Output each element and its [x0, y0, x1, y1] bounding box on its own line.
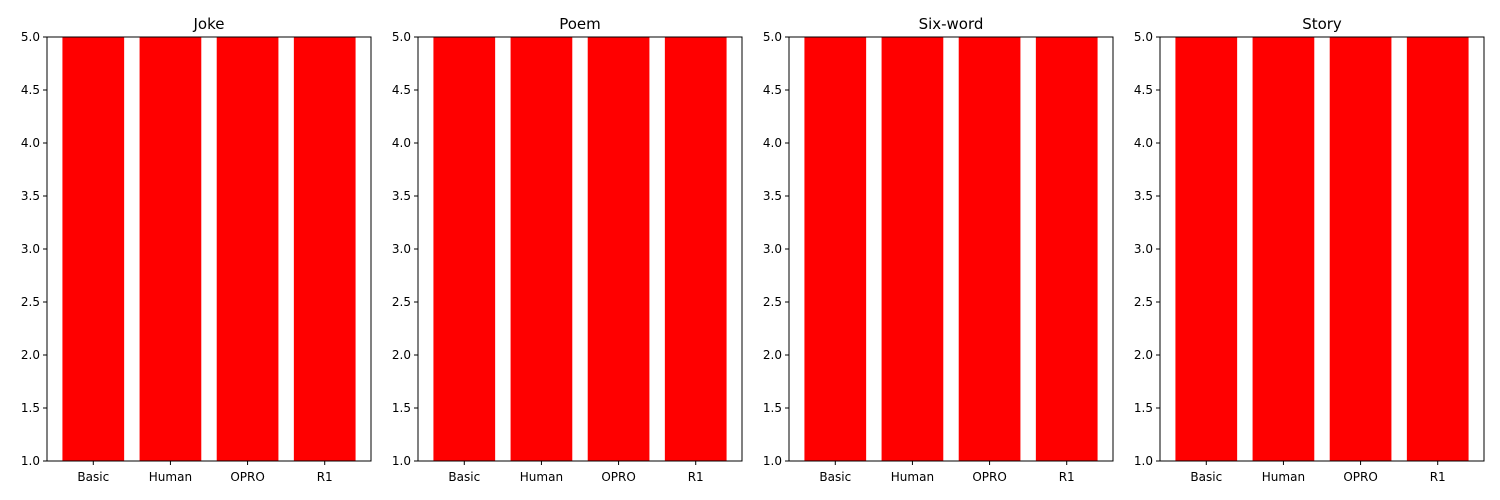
- x-tick-label-basic: Basic: [77, 470, 109, 484]
- x-tick-label-r1: R1: [1059, 470, 1075, 484]
- x-tick-label-opro: OPRO: [601, 470, 635, 484]
- x-tick-label-human: Human: [520, 470, 563, 484]
- y-tick-label: 3.5: [763, 189, 782, 203]
- y-tick-label: 4.0: [763, 136, 782, 150]
- y-tick-label: 5.0: [392, 30, 411, 44]
- bar-basic: [62, 37, 125, 461]
- y-tick-label: 4.0: [21, 136, 40, 150]
- x-tick-label-r1: R1: [1430, 470, 1446, 484]
- bar-r1: [1035, 37, 1098, 461]
- x-tick-label-r1: R1: [317, 470, 333, 484]
- bar-basic: [1175, 37, 1238, 461]
- panel-story: 1.0 1.5 2.0 2.5 3.0 3.5 4.0 4.5 5.0 Basic Human OPR…: [1134, 15, 1485, 484]
- bar-r1: [1406, 37, 1469, 461]
- y-tick-label: 2.0: [21, 348, 40, 362]
- y-tick-label: 5.0: [763, 30, 782, 44]
- x-tick-label-basic: Basic: [819, 470, 851, 484]
- y-tick-label: 3.0: [1134, 242, 1153, 256]
- bar-opro: [587, 37, 650, 461]
- y-tick-label: 1.0: [21, 454, 40, 468]
- panel-title: Poem: [559, 15, 601, 33]
- y-tick-label: 3.0: [392, 242, 411, 256]
- y-tick-label: 1.0: [1134, 454, 1153, 468]
- y-tick-label: 1.5: [21, 401, 40, 415]
- x-tick-label-opro: OPRO: [230, 470, 264, 484]
- y-tick-label: 1.0: [392, 454, 411, 468]
- bar-opro: [216, 37, 279, 461]
- y-tick-label: 1.5: [1134, 401, 1153, 415]
- y-tick-label: 3.5: [392, 189, 411, 203]
- y-tick-label: 1.5: [763, 401, 782, 415]
- x-tick-label-opro: OPRO: [972, 470, 1006, 484]
- x-tick-label-basic: Basic: [448, 470, 480, 484]
- x-tick-label-human: Human: [149, 470, 192, 484]
- y-tick-label: 2.0: [763, 348, 782, 362]
- panel-title: Story: [1302, 15, 1342, 33]
- panel-title: Six-word: [919, 15, 984, 33]
- y-tick-label: 3.5: [21, 189, 40, 203]
- bar-human: [510, 37, 573, 461]
- bar-human: [1252, 37, 1315, 461]
- y-tick-label: 1.0: [763, 454, 782, 468]
- y-tick-label: 2.5: [392, 295, 411, 309]
- y-tick-label: 2.0: [1134, 348, 1153, 362]
- y-tick-label: 1.5: [392, 401, 411, 415]
- bar-r1: [664, 37, 727, 461]
- y-tick-label: 4.5: [392, 83, 411, 97]
- x-tick-label-opro: OPRO: [1343, 470, 1377, 484]
- y-tick-label: 5.0: [21, 30, 40, 44]
- y-tick-label: 5.0: [1134, 30, 1153, 44]
- x-tick-label-basic: Basic: [1190, 470, 1222, 484]
- y-tick-label: 3.5: [1134, 189, 1153, 203]
- y-tick-label: 4.5: [21, 83, 40, 97]
- x-tick-label-r1: R1: [688, 470, 704, 484]
- y-tick-label: 2.5: [21, 295, 40, 309]
- y-tick-label: 2.5: [1134, 295, 1153, 309]
- y-tick-label: 2.0: [392, 348, 411, 362]
- y-tick-label: 4.0: [1134, 136, 1153, 150]
- bar-opro: [958, 37, 1021, 461]
- bar-human: [139, 37, 202, 461]
- panel-joke: 1.0 1.5 2.0 2.5 3.0 3.5 4.0 4.5 5.0 Basic Human OPR…: [21, 15, 372, 484]
- x-tick-label-human: Human: [891, 470, 934, 484]
- panel-poem: 1.0 1.5 2.0 2.5 3.0 3.5 4.0 4.5 5.0 Basic Human OPR…: [392, 15, 743, 484]
- panel-six-word: 1.0 1.5 2.0 2.5 3.0 3.5 4.0 4.5 5.0 Basic Human OPR…: [763, 15, 1114, 484]
- bar-opro: [1329, 37, 1392, 461]
- bar-human: [881, 37, 944, 461]
- y-tick-label: 2.5: [763, 295, 782, 309]
- y-tick-label: 4.0: [392, 136, 411, 150]
- y-tick-label: 3.0: [763, 242, 782, 256]
- y-tick-label: 4.5: [763, 83, 782, 97]
- bar-r1: [293, 37, 356, 461]
- x-tick-label-human: Human: [1262, 470, 1305, 484]
- y-tick-label: 3.0: [21, 242, 40, 256]
- bar-basic: [433, 37, 496, 461]
- y-tick-label: 4.5: [1134, 83, 1153, 97]
- panel-title: Joke: [193, 15, 225, 33]
- bar-basic: [804, 37, 867, 461]
